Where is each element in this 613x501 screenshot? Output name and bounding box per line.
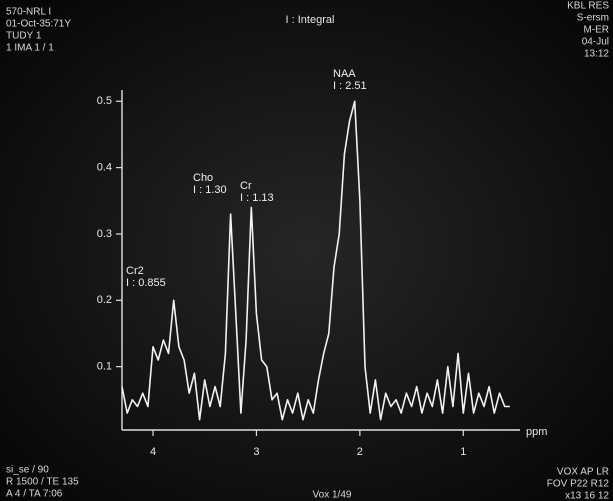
header-left-line: 01-Oct-35:71Y bbox=[6, 19, 71, 30]
footer-left-line: A 4 / TA 7:06 bbox=[6, 489, 63, 500]
spectrum-line bbox=[121, 100, 510, 421]
peak-integral: I : 2.51 bbox=[333, 80, 367, 92]
header-left-line: 570-NRL I bbox=[6, 7, 51, 18]
peak-integral: I : 0.855 bbox=[126, 277, 166, 289]
peak-integral: I : 1.30 bbox=[193, 184, 227, 196]
x-tick-label: 2 bbox=[357, 446, 363, 458]
footer-right-line: VOX AP LR bbox=[557, 467, 609, 478]
footer-left-line: si_se / 90 bbox=[6, 465, 49, 476]
footer-right-line: x13 16 12 bbox=[565, 491, 609, 501]
header-right-line: S-ersm bbox=[577, 13, 609, 24]
header-right-line: M-ER bbox=[583, 25, 609, 36]
header-left-line: TUDY 1 bbox=[6, 31, 42, 42]
x-tick-label: 3 bbox=[253, 446, 259, 458]
peak-name: NAA bbox=[333, 68, 356, 80]
header-left-line: 1 IMA 1 / 1 bbox=[6, 43, 54, 54]
y-tick-label: 0.5 bbox=[97, 95, 112, 107]
chart-title: I : Integral bbox=[286, 14, 335, 26]
x-tick-label: 1 bbox=[460, 446, 466, 458]
footer-center: Vox 1/49 bbox=[313, 490, 352, 501]
peak-name: Cho bbox=[193, 172, 213, 184]
y-tick-label: 0.1 bbox=[97, 361, 112, 373]
footer-right-line: FOV P22 R12 bbox=[547, 479, 610, 490]
header-right-line: KBL RES bbox=[567, 1, 609, 12]
x-axis-label: ppm bbox=[526, 426, 547, 438]
peak-name: Cr bbox=[240, 180, 252, 192]
y-tick-label: 0.3 bbox=[97, 228, 112, 240]
y-tick-label: 0.4 bbox=[97, 162, 112, 174]
peak-integral: I : 1.13 bbox=[240, 192, 274, 204]
footer-left-line: R 1500 / TE 135 bbox=[6, 477, 79, 488]
x-tick-label: 4 bbox=[150, 446, 156, 458]
peak-name: Cr2 bbox=[126, 265, 144, 277]
y-tick-label: 0.2 bbox=[97, 294, 112, 306]
header-right-line: 04-Jul bbox=[582, 37, 609, 48]
header-right-line: 13:12 bbox=[584, 49, 609, 60]
